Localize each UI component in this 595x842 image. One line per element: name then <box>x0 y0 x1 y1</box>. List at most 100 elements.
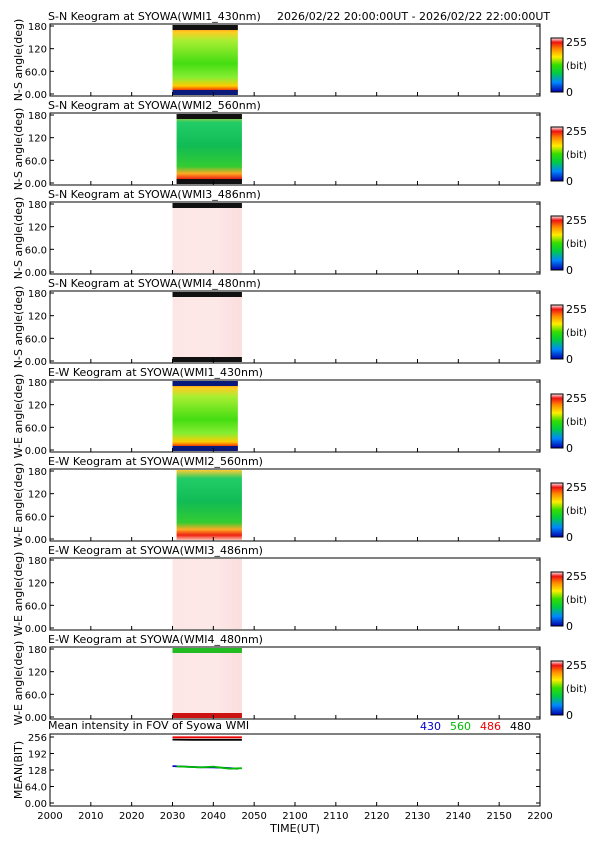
panel-title: E-W Keogram at SYOWA(WMI1_430nm) <box>48 366 263 379</box>
keogram-top-band <box>172 648 242 653</box>
chart-y-tick-label: 256 <box>28 733 47 744</box>
keogram-image <box>172 648 242 718</box>
keogram-panel: E-W Keogram at SYOWA(WMI3_486nm) W-E angl… <box>12 544 587 636</box>
chart-y-tick-label: 0.00 <box>25 799 47 810</box>
y-tick-label: 0.00 <box>25 624 47 635</box>
chart-frame <box>49 733 541 807</box>
keogram-bottom-band <box>172 713 242 718</box>
colorbar-unit-label: (bit) <box>566 61 587 72</box>
keogram-image <box>172 25 238 95</box>
chart-x-tick-label: 2130 <box>405 811 430 822</box>
y-tick-label: 0.00 <box>25 446 47 457</box>
colorbar <box>550 126 564 182</box>
chart-x-tick-label: 2140 <box>446 811 471 822</box>
chart-x-tick-label: 2200 <box>527 811 552 822</box>
keogram-top-band <box>172 381 238 386</box>
panel-frame <box>49 646 541 720</box>
chart-x-tick-label: 2010 <box>78 811 103 822</box>
colorbar <box>550 37 564 93</box>
series-line-560 <box>176 765 242 770</box>
chart-x-tick-label: 2100 <box>282 811 307 822</box>
colorbar <box>550 215 564 271</box>
colorbar-unit-label: (bit) <box>566 684 587 695</box>
colorbar-max-label: 255 <box>566 392 587 405</box>
legend-entry: 560 <box>450 720 471 733</box>
chart-x-tick-label: 2040 <box>201 811 226 822</box>
legend-entry: 486 <box>480 720 501 733</box>
legend-entry: 480 <box>510 720 531 733</box>
time-range-label: 2026/02/22 20:00:00UT - 2026/02/22 22:00… <box>277 10 550 23</box>
y-tick-label: 0.00 <box>25 90 47 101</box>
chart-xlabel: TIME(UT) <box>269 822 320 835</box>
colorbar <box>550 393 564 449</box>
y-tick-label: 120 <box>28 223 47 234</box>
y-tick-label: 60.0 <box>25 423 47 434</box>
panel-title: S-N Keogram at SYOWA(WMI4_480nm) <box>48 277 261 290</box>
keogram-bottom-band <box>172 90 238 95</box>
y-tick-label: 120 <box>28 45 47 56</box>
colorbar-unit-label: (bit) <box>566 595 587 606</box>
colorbar-unit-label: (bit) <box>566 239 587 250</box>
y-tick-label: 180 <box>28 22 47 33</box>
keogram-bottom-band <box>176 179 242 184</box>
y-tick-label: 60.0 <box>25 156 47 167</box>
panel-ylabel: N-S angle(deg) <box>12 197 25 280</box>
keogram-image <box>172 381 238 451</box>
y-tick-label: 180 <box>28 289 47 300</box>
keogram-panel: E-W Keogram at SYOWA(WMI2_560nm) W-E angl… <box>12 455 587 547</box>
keogram-image <box>172 559 242 629</box>
keogram-image <box>176 114 242 184</box>
y-tick-label: 120 <box>28 579 47 590</box>
panel-frame <box>49 23 541 97</box>
panel-title: E-W Keogram at SYOWA(WMI4_480nm) <box>48 633 263 646</box>
panel-ylabel: W-E angle(deg) <box>12 552 25 637</box>
panel-ylabel: N-S angle(deg) <box>12 19 25 102</box>
chart-x-tick-label: 2150 <box>486 811 511 822</box>
mean-intensity-chart: Mean intensity in FOV of Syowa WMI 430 560… <box>12 719 553 835</box>
colorbar <box>550 571 564 627</box>
chart-y-tick-label: 128 <box>28 766 47 777</box>
panel-frame <box>49 290 541 364</box>
y-tick-label: 60.0 <box>25 601 47 612</box>
chart-x-tick-label: 2030 <box>160 811 185 822</box>
colorbar-max-label: 255 <box>566 214 587 227</box>
keogram-bottom-band <box>172 446 238 451</box>
chart-x-tick-label: 2020 <box>119 811 144 822</box>
y-tick-label: 120 <box>28 401 47 412</box>
keogram-bottom-band <box>172 357 242 362</box>
keogram-panel: S-N Keogram at SYOWA(WMI3_486nm) N-S angl… <box>12 188 587 279</box>
colorbar-min-label: 0 <box>566 264 573 277</box>
y-tick-label: 60.0 <box>25 334 47 345</box>
panel-title: E-W Keogram at SYOWA(WMI3_486nm) <box>48 544 263 557</box>
panel-ylabel: N-S angle(deg) <box>12 286 25 369</box>
y-tick-label: 0.00 <box>25 535 47 546</box>
colorbar <box>550 660 564 716</box>
y-tick-label: 180 <box>28 645 47 656</box>
panel-ylabel: W-E angle(deg) <box>12 374 25 459</box>
y-tick-label: 0.00 <box>25 179 47 190</box>
colorbar-unit-label: (bit) <box>566 506 587 517</box>
panel-title: E-W Keogram at SYOWA(WMI2_560nm) <box>48 455 263 468</box>
panel-title: S-N Keogram at SYOWA(WMI2_560nm) <box>48 99 261 112</box>
colorbar-max-label: 255 <box>566 36 587 49</box>
keogram-panel: S-N Keogram at SYOWA(WMI1_430nm) 2026/02/… <box>12 10 587 101</box>
keogram-top-band <box>172 25 238 30</box>
y-tick-label: 60.0 <box>25 690 47 701</box>
panel-frame <box>49 112 541 186</box>
colorbar-unit-label: (bit) <box>566 328 587 339</box>
y-tick-label: 60.0 <box>25 512 47 523</box>
chart-x-tick-label: 2120 <box>364 811 389 822</box>
panel-title: S-N Keogram at SYOWA(WMI3_486nm) <box>48 188 261 201</box>
y-tick-label: 60.0 <box>25 67 47 78</box>
keogram-top-band <box>172 203 242 208</box>
keogram-panel: S-N Keogram at SYOWA(WMI2_560nm) N-S angl… <box>12 99 587 190</box>
panel-frame <box>49 201 541 275</box>
panel-frame <box>49 468 541 542</box>
panel-title: S-N Keogram at SYOWA(WMI1_430nm) <box>48 10 261 23</box>
keogram-image <box>172 203 242 273</box>
colorbar-min-label: 0 <box>566 175 573 188</box>
colorbar-max-label: 255 <box>566 659 587 672</box>
colorbar <box>550 482 564 538</box>
y-tick-label: 180 <box>28 200 47 211</box>
